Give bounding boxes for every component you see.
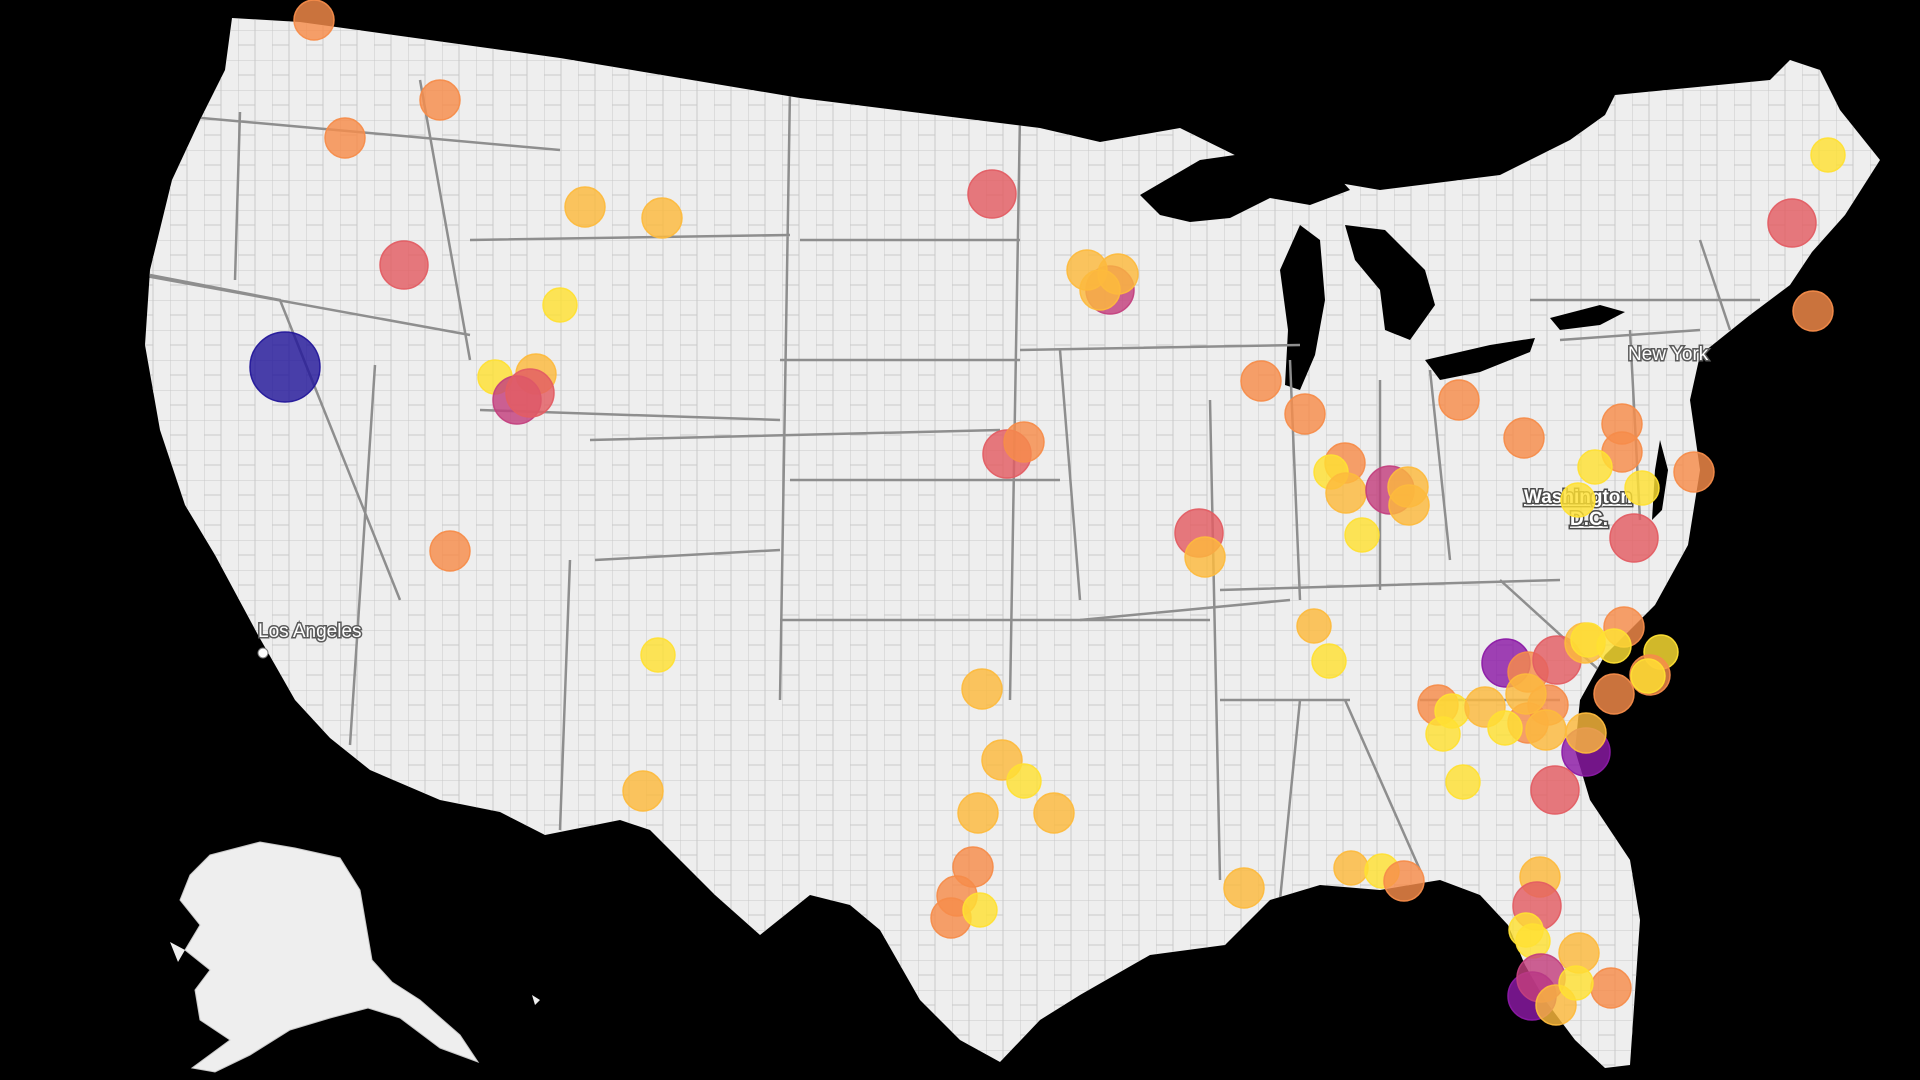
map-marker[interactable]	[379, 240, 429, 290]
map-marker[interactable]	[324, 117, 366, 159]
map-marker[interactable]	[957, 792, 999, 834]
map-marker[interactable]	[962, 892, 998, 928]
alaska-land	[170, 841, 540, 1073]
map-marker[interactable]	[1383, 860, 1425, 902]
map-marker[interactable]	[1003, 421, 1045, 463]
lake-huron	[1345, 225, 1435, 340]
map-marker[interactable]	[1425, 716, 1461, 752]
map-marker[interactable]	[542, 287, 578, 323]
map-marker[interactable]	[1445, 764, 1481, 800]
map-marker[interactable]	[1325, 472, 1367, 514]
map-marker[interactable]	[1558, 965, 1594, 1001]
la-dot	[257, 647, 269, 659]
map-marker[interactable]	[1624, 470, 1660, 506]
map-marker[interactable]	[1505, 673, 1547, 715]
chesapeake-bay	[1652, 440, 1668, 520]
map-marker[interactable]	[1006, 763, 1042, 799]
lake-erie	[1425, 338, 1535, 380]
map-marker[interactable]	[1296, 608, 1332, 644]
map-marker[interactable]	[967, 169, 1017, 219]
map-marker[interactable]	[1593, 673, 1635, 715]
map-marker[interactable]	[293, 0, 335, 41]
map-marker[interactable]	[1240, 360, 1282, 402]
city-labels: New York WashingtonD.C. Los Angeles	[257, 343, 1711, 659]
map-marker[interactable]	[1184, 536, 1226, 578]
map-marker[interactable]	[1565, 712, 1607, 754]
map-marker[interactable]	[1033, 792, 1075, 834]
map-marker[interactable]	[1388, 484, 1430, 526]
map-marker[interactable]	[1630, 658, 1666, 694]
map-marker[interactable]	[1503, 417, 1545, 459]
map-marker[interactable]	[1673, 451, 1715, 493]
lake-michigan	[1280, 225, 1325, 390]
map-marker[interactable]	[1515, 923, 1551, 959]
map-marker[interactable]	[1487, 710, 1523, 746]
map-marker[interactable]	[641, 197, 683, 239]
map-marker[interactable]	[564, 186, 606, 228]
map-marker[interactable]	[1596, 628, 1632, 664]
map-marker[interactable]	[1223, 867, 1265, 909]
map-marker[interactable]	[1590, 967, 1632, 1009]
map-marker[interactable]	[640, 637, 676, 673]
lake-superior	[1140, 150, 1350, 222]
map-marker[interactable]	[1810, 137, 1846, 173]
label-new-york[interactable]: New York	[1627, 343, 1711, 367]
map-marker[interactable]	[1767, 198, 1817, 248]
map-marker[interactable]	[419, 79, 461, 121]
map-marker[interactable]	[622, 770, 664, 812]
map-marker[interactable]	[1530, 765, 1580, 815]
map-marker[interactable]	[1609, 513, 1659, 563]
label-los-angeles[interactable]: Los Angeles	[257, 620, 364, 644]
map-marker[interactable]	[1311, 643, 1347, 679]
map-marker[interactable]	[961, 668, 1003, 710]
map-marker[interactable]	[1792, 290, 1834, 332]
map-marker[interactable]	[1079, 269, 1121, 311]
map-marker[interactable]	[249, 331, 321, 403]
map-marker[interactable]	[1577, 449, 1613, 485]
lake-ontario	[1550, 305, 1625, 330]
map-marker[interactable]	[1438, 379, 1480, 421]
map-marker[interactable]	[1525, 709, 1567, 751]
map-marker[interactable]	[1333, 850, 1369, 886]
markers-layer	[249, 0, 1846, 1026]
map-marker[interactable]	[429, 530, 471, 572]
map-marker[interactable]	[1344, 517, 1380, 553]
map-marker[interactable]	[505, 368, 555, 418]
map-marker[interactable]	[1284, 393, 1326, 435]
map-marker[interactable]	[1560, 482, 1596, 518]
